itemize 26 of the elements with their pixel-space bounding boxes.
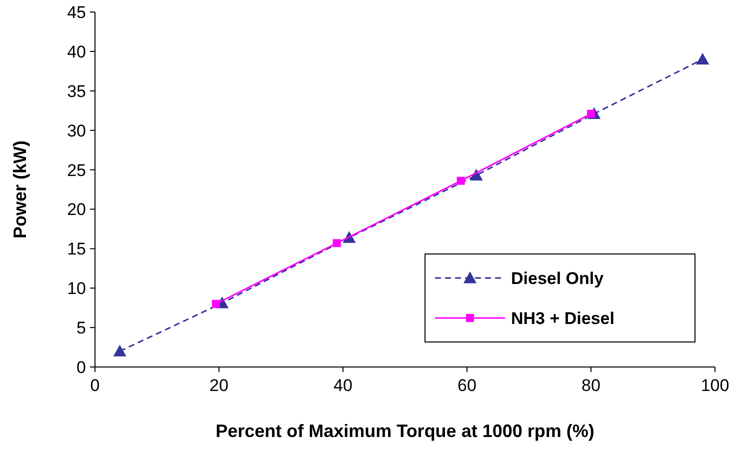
point — [332, 239, 341, 248]
y-tick-label: 10 — [67, 279, 86, 298]
point — [456, 176, 465, 185]
x-tick-label: 0 — [90, 376, 100, 395]
x-tick-label: 100 — [700, 376, 730, 395]
y-tick-label: 40 — [67, 42, 86, 62]
y-tick-label: 35 — [67, 82, 86, 101]
y-axis-title: Power (kW) — [10, 140, 30, 239]
legend-label: NH3 + Diesel — [511, 309, 614, 328]
point — [113, 344, 126, 356]
point — [212, 300, 220, 308]
y-tick-label: 45 — [67, 3, 86, 22]
y-tick-label: 5 — [76, 318, 86, 338]
x-axis-title: Percent of Maximum Torque at 1000 rpm (%) — [216, 421, 594, 441]
x-tick-label: 80 — [582, 376, 600, 395]
legend-label: Diesel Only — [511, 269, 604, 288]
y-tick-label: 0 — [76, 358, 86, 377]
point — [696, 52, 710, 65]
y-tick-label: 20 — [67, 200, 86, 220]
y-tick-label: 15 — [67, 240, 86, 259]
x-tick-label: 20 — [210, 376, 228, 395]
y-tick-label: 25 — [67, 160, 86, 180]
x-tick-label: 40 — [334, 376, 352, 395]
y-tick-label: 30 — [67, 121, 86, 140]
x-tick-label: 60 — [458, 376, 476, 395]
point — [470, 168, 483, 180]
